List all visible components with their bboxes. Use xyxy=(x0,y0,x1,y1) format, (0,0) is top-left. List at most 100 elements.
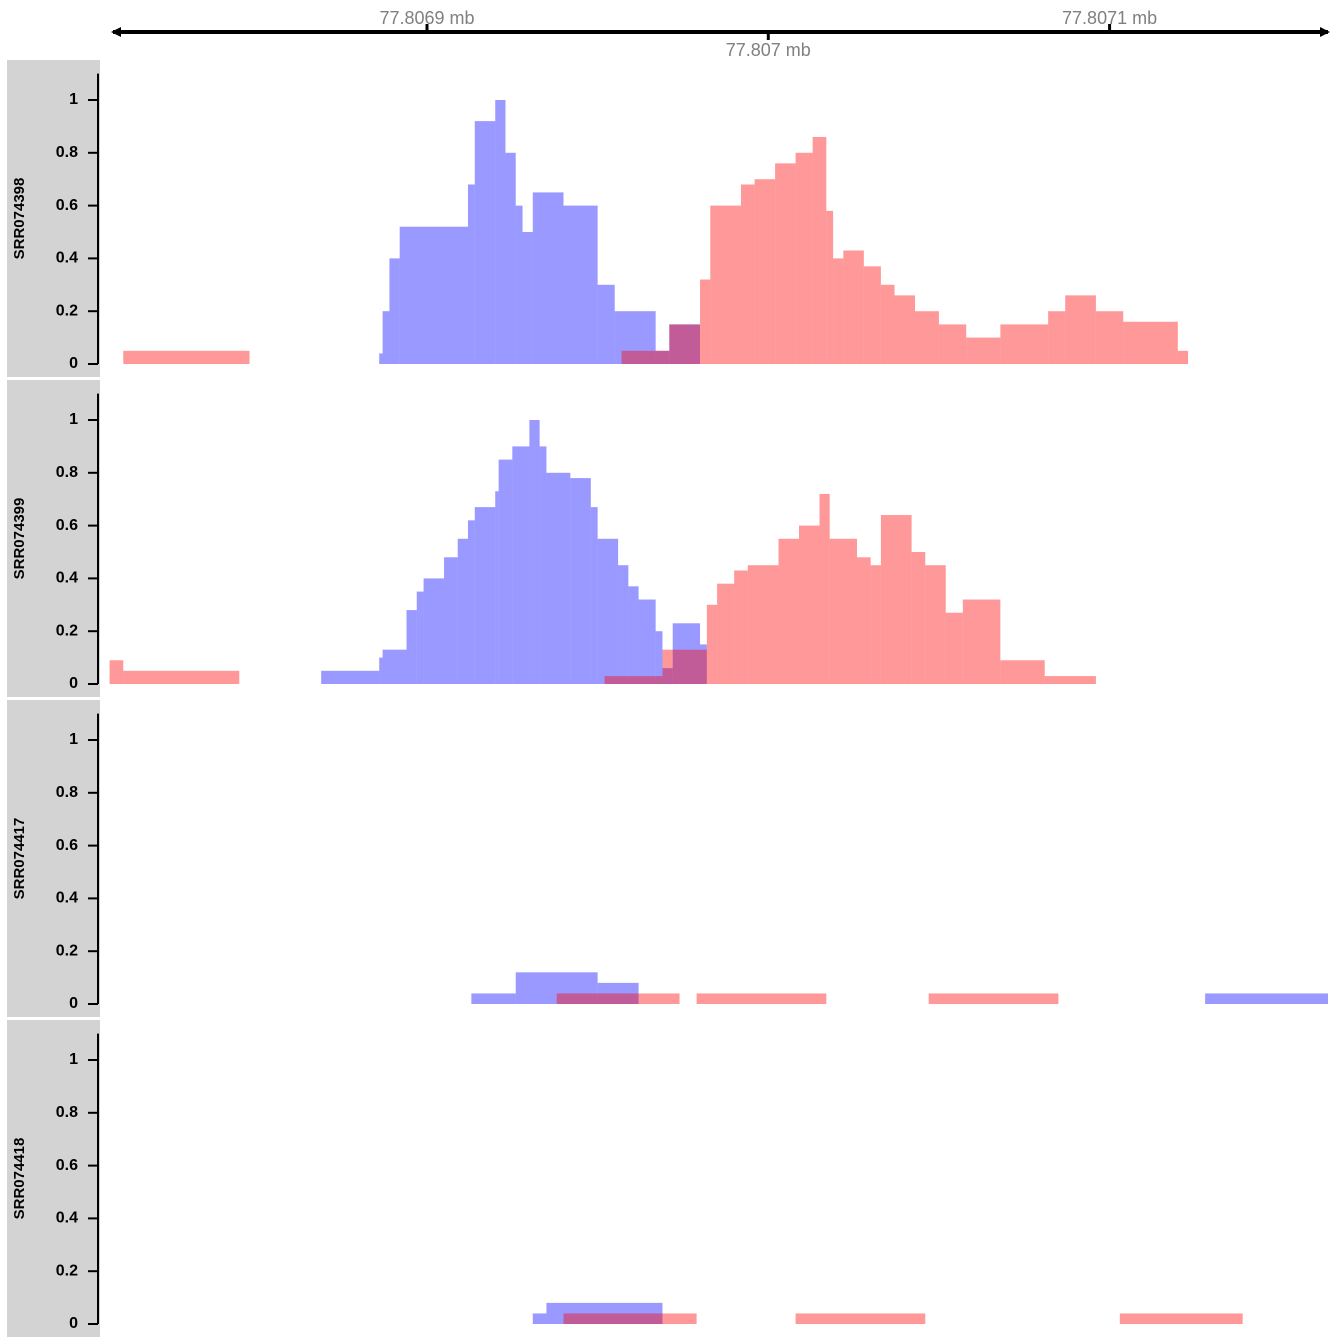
y-tick-label: 1 xyxy=(69,411,78,428)
coverage-bar xyxy=(539,446,547,684)
coverage-bar xyxy=(474,121,496,365)
coverage-bar xyxy=(406,610,417,684)
y-tick-label: 0 xyxy=(69,675,78,692)
coverage-bar xyxy=(590,507,598,684)
coverage-bar xyxy=(706,604,718,684)
coverage-bar xyxy=(321,670,380,684)
panel-title-bg xyxy=(7,60,100,377)
coverage-bar xyxy=(819,493,830,684)
y-tick-label: 1 xyxy=(69,1051,78,1068)
y-tick-label: 1 xyxy=(69,91,78,108)
y-tick-label: 0.8 xyxy=(56,144,78,161)
y-tick-label: 0.4 xyxy=(56,250,78,267)
coverage-bar xyxy=(563,205,598,364)
coverage-bar xyxy=(843,250,864,364)
coverage-bar xyxy=(382,649,407,684)
coverage-bar xyxy=(798,525,820,684)
coverage-bar xyxy=(915,311,939,364)
coverage-bar xyxy=(522,232,533,364)
coverage-bar xyxy=(471,993,516,1004)
coverage-bar xyxy=(505,152,516,364)
coverage-bar xyxy=(597,538,619,684)
coverage-bar xyxy=(495,491,499,684)
y-tick-label: 0.2 xyxy=(56,1262,78,1279)
coverage-bar xyxy=(570,478,591,684)
coverage-bar xyxy=(597,284,615,364)
coverage-bar xyxy=(857,557,871,684)
coverage-bar xyxy=(795,152,813,364)
coverage-bar xyxy=(672,623,701,684)
coverage-bar xyxy=(795,1313,926,1324)
y-tick-label: 0.8 xyxy=(56,1104,78,1121)
coverage-bar xyxy=(498,459,513,684)
coverage-bar xyxy=(123,350,250,364)
coverage-bar xyxy=(1123,321,1178,364)
coverage-bar xyxy=(880,284,895,364)
coverage-bar xyxy=(669,324,701,364)
x-tick-label: 77.807 mb xyxy=(726,40,811,60)
panel-title-bg xyxy=(7,1020,100,1337)
coverage-bar xyxy=(618,565,629,684)
coverage-bar xyxy=(457,538,468,684)
coverage-bar xyxy=(379,353,383,364)
y-tick-label: 0 xyxy=(69,355,78,372)
coverage-bar xyxy=(1065,295,1096,364)
coverage-bar xyxy=(614,311,656,364)
coverage-bar xyxy=(638,599,656,684)
coverage-bar xyxy=(928,993,1059,1004)
coverage-bar xyxy=(754,179,776,364)
coverage-bar xyxy=(1177,350,1189,364)
coverage-bar xyxy=(123,670,240,684)
coverage-bar xyxy=(546,472,571,684)
axis-arrow xyxy=(111,27,121,37)
coverage-bar xyxy=(597,982,639,1004)
coverage-bar xyxy=(563,1313,697,1324)
coverage-bar xyxy=(1000,660,1045,684)
coverage-bar xyxy=(515,205,523,364)
coverage-bar xyxy=(911,552,926,684)
coverage-bar xyxy=(423,578,445,684)
coverage-bar xyxy=(925,565,946,684)
coverage-bar xyxy=(1044,676,1096,684)
coverage-bar xyxy=(628,586,639,684)
coverage-bar xyxy=(546,1302,663,1324)
y-tick-label: 0.6 xyxy=(56,1157,78,1174)
coverage-bar xyxy=(604,676,663,684)
coverage-bar xyxy=(662,649,707,684)
y-tick-label: 0.4 xyxy=(56,890,78,907)
y-tick-label: 0.8 xyxy=(56,784,78,801)
coverage-bar xyxy=(700,644,707,684)
coverage-bar xyxy=(416,591,424,684)
coverage-bar xyxy=(833,258,844,364)
y-tick-label: 0 xyxy=(69,1315,78,1332)
y-tick-label: 0.6 xyxy=(56,837,78,854)
y-tick-label: 0.4 xyxy=(56,1210,78,1227)
y-tick-label: 0 xyxy=(69,995,78,1012)
coverage-bar xyxy=(1205,993,1328,1004)
coverage-bar xyxy=(474,507,496,684)
coverage-bar xyxy=(662,668,673,684)
coverage-bar xyxy=(863,266,881,364)
panel-title: SRR074417 xyxy=(11,818,28,900)
coverage-bar xyxy=(812,136,827,364)
coverage-bar xyxy=(621,350,670,364)
panel-title: SRR074399 xyxy=(11,498,28,580)
coverage-bar xyxy=(826,210,834,364)
coverage-bar xyxy=(1048,311,1066,364)
coverage-bar xyxy=(512,446,530,684)
coverage-bar xyxy=(966,337,1001,364)
coverage-bar xyxy=(747,565,779,684)
coverage-bar xyxy=(382,311,390,364)
coverage-bar xyxy=(655,350,670,364)
coverage-bar xyxy=(696,993,827,1004)
coverage-bar xyxy=(945,612,963,684)
axis-arrow xyxy=(1320,27,1330,37)
panel-title: SRR074398 xyxy=(11,178,28,260)
y-tick-label: 0.2 xyxy=(56,302,78,319)
coverage-bar xyxy=(515,972,598,1004)
y-tick-label: 0.8 xyxy=(56,464,78,481)
coverage-bar xyxy=(734,570,748,684)
coverage-bar xyxy=(669,324,701,364)
coverage-bar xyxy=(938,324,967,364)
